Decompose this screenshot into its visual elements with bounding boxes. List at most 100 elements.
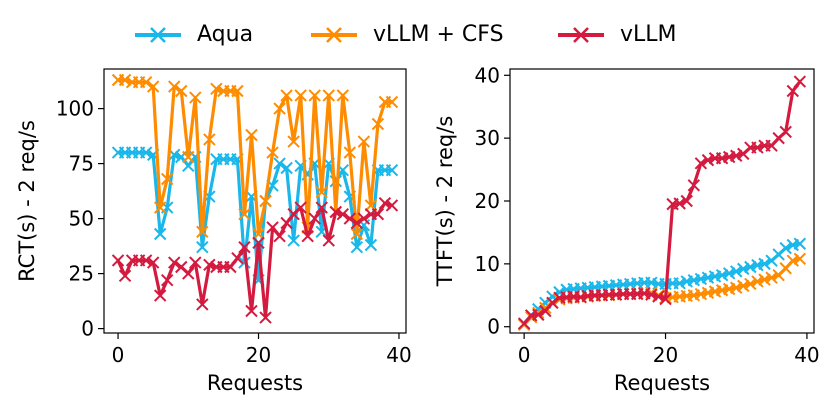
data-point-ttft-2-23 [680,194,693,208]
series-line-ttft-2 [522,79,802,326]
panel-ttft: 0 20 40 0 10 20 30 40 Requests TTFT(s) - 2 req/s [433,63,820,395]
data-point-ttft-0-30 [730,265,743,278]
y-axis-label-ttft: TTFT(s) - 2 req/s [433,116,457,288]
x-tick-label-ttft-0: 0 [518,343,531,367]
data-point-rct-1-34 [350,227,364,241]
data-point-rct-1-28 [308,89,321,102]
data-point-rct-2-38 [378,196,392,210]
data-point-rct-2-24 [280,216,293,230]
series-rct-2 [111,196,399,324]
data-point-ttft-2-24 [687,179,701,192]
data-point-rct-1-36 [364,199,378,212]
y-tick-label-rct-25: 25 [69,262,94,286]
data-point-rct-0-23 [273,157,286,170]
data-point-rct-1-21 [259,194,272,208]
data-point-rct-2-39 [385,199,399,212]
data-point-rct-0-25 [287,234,300,247]
data-point-ttft-2-18 [645,288,658,301]
legend-item-vllm-cfs: vLLM + CFS [309,18,504,52]
series-ttft-2 [517,75,807,330]
data-point-ttft-2-22 [673,197,686,210]
data-point-rct-2-6 [153,289,167,302]
y-tick-label-ttft-40: 40 [475,63,500,87]
data-point-rct-2-21 [259,311,272,324]
data-point-ttft-2-33 [751,141,764,154]
data-point-rct-2-35 [357,212,371,225]
data-point-rct-0-10 [182,159,195,173]
data-point-rct-2-30 [322,234,335,247]
data-point-rct-2-29 [315,201,328,214]
legend-label-vllm-cfs: vLLM + CFS [373,22,504,47]
data-point-ttft-0-29 [722,267,736,280]
data-point-ttft-1-31 [737,279,750,293]
data-point-rct-1-23 [273,102,286,115]
data-point-rct-2-31 [329,205,342,219]
data-point-rct-2-37 [371,207,385,221]
data-point-rct-2-8 [168,256,181,269]
series-line-rct-1 [116,78,394,236]
data-point-ttft-0-37 [779,241,792,255]
data-point-ttft-1-33 [751,275,764,288]
data-point-ttft-2-26 [701,153,715,167]
data-point-rct-2-26 [294,201,307,214]
data-point-rct-0-34 [350,240,364,254]
data-point-rct-2-33 [343,212,357,225]
data-point-rct-2-18 [238,240,251,254]
data-point-ttft-0-28 [715,268,729,282]
data-point-rct-2-17 [231,251,244,265]
y-tick-label-rct-100: 100 [56,97,94,121]
y-tick-label-ttft-10: 10 [475,252,500,276]
legend-swatch-vllm [558,27,604,43]
data-point-rct-2-10 [182,267,195,280]
data-point-ttft-1-39 [793,252,807,266]
data-point-rct-1-7 [161,172,174,186]
data-point-ttft-2-20 [659,292,672,306]
data-point-ttft-2-2 [532,308,545,321]
data-point-ttft-0-34 [758,257,771,271]
data-point-rct-1-6 [153,201,167,214]
data-point-rct-1-9 [175,84,188,98]
data-point-rct-1-22 [266,146,279,159]
data-point-ttft-1-30 [730,281,743,294]
data-point-rct-0-12 [196,240,209,254]
y-axis-label-rct: RCT(s) - 2 req/s [15,120,39,282]
data-point-ttft-1-32 [744,277,757,291]
data-point-rct-1-25 [287,135,300,148]
data-point-rct-1-10 [182,150,195,164]
data-point-rct-2-22 [266,221,279,234]
x-tick-label-rct-40: 40 [386,343,411,367]
x-tick-label-ttft-20: 20 [653,343,678,367]
data-point-rct-2-12 [196,298,209,311]
legend-item-aqua: Aqua [133,18,253,52]
data-point-ttft-2-38 [786,84,799,98]
data-point-rct-2-0 [111,254,125,267]
data-point-rct-0-24 [280,161,293,175]
data-point-rct-2-20 [252,236,265,250]
data-point-rct-1-24 [280,89,293,102]
x-axis-label-rct: Requests [207,371,303,395]
y-tick-label-ttft-20: 20 [475,189,500,213]
data-point-rct-1-1 [118,73,132,87]
data-point-ttft-1-34 [758,273,771,286]
data-point-ttft-0-39 [793,237,807,250]
data-point-rct-1-32 [336,89,349,102]
data-point-rct-2-28 [308,212,321,225]
data-point-rct-2-1 [118,269,132,283]
data-point-ttft-1-38 [786,254,799,267]
data-point-rct-1-33 [343,146,357,159]
data-point-ttft-2-30 [730,149,743,162]
legend-swatch-vllm-cfs [311,27,357,43]
data-point-rct-0-6 [153,227,167,241]
data-point-rct-1-35 [357,135,371,148]
data-point-rct-1-5 [146,80,160,93]
data-point-rct-1-11 [189,91,202,104]
data-point-rct-1-20 [252,227,265,241]
legend-item-vllm: vLLM [556,18,677,52]
data-point-rct-2-4 [139,254,153,267]
data-point-rct-2-34 [350,216,364,230]
data-point-rct-1-30 [322,89,335,102]
data-point-rct-2-5 [146,256,160,269]
y-tick-label-rct-50: 50 [69,207,94,231]
data-point-rct-1-26 [294,89,307,102]
